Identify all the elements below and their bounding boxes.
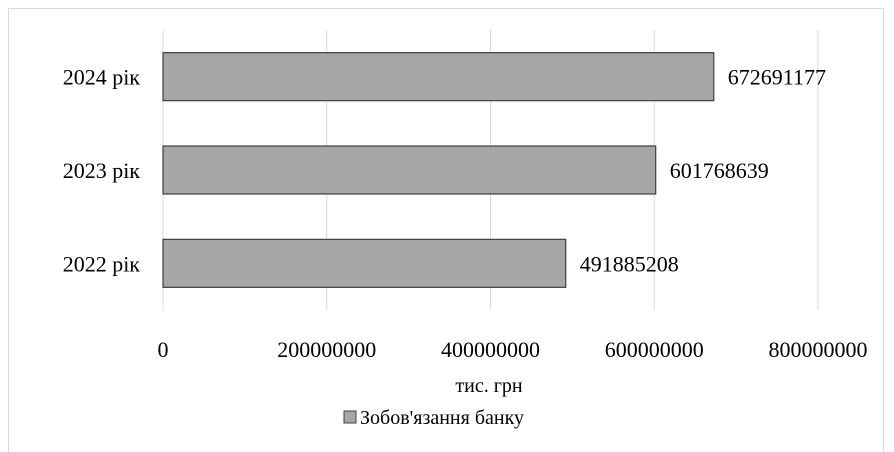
- category-labels: 2022 рік 2023 рік 2024 рік: [63, 65, 141, 277]
- x-tick-label: 200000000: [277, 337, 376, 362]
- data-label: 491885208: [580, 251, 679, 276]
- category-label: 2024 рік: [63, 65, 141, 90]
- legend: Зобов'язання банку: [343, 407, 524, 429]
- data-label: 601768639: [670, 158, 769, 183]
- category-label: 2022 рік: [63, 251, 141, 276]
- chart-frame: [8, 8, 884, 452]
- legend-label: Зобов'язання банку: [360, 407, 524, 429]
- x-tick-label: 800000000: [769, 337, 868, 362]
- x-tick-labels: 0 200000000 400000000 600000000 800000000: [158, 337, 868, 362]
- bar: [162, 145, 657, 195]
- x-tick-label: 600000000: [605, 337, 704, 362]
- bars: [162, 52, 715, 288]
- bar: [162, 238, 567, 288]
- x-tick-label: 0: [158, 337, 169, 362]
- x-tick-label: 400000000: [441, 337, 540, 362]
- legend-swatch: [343, 410, 357, 424]
- data-labels: 491885208 601768639 672691177: [580, 65, 826, 277]
- data-label: 672691177: [728, 65, 826, 90]
- x-axis-title: тис. грн: [455, 375, 523, 397]
- category-label: 2023 рік: [63, 158, 141, 183]
- bar: [162, 52, 715, 102]
